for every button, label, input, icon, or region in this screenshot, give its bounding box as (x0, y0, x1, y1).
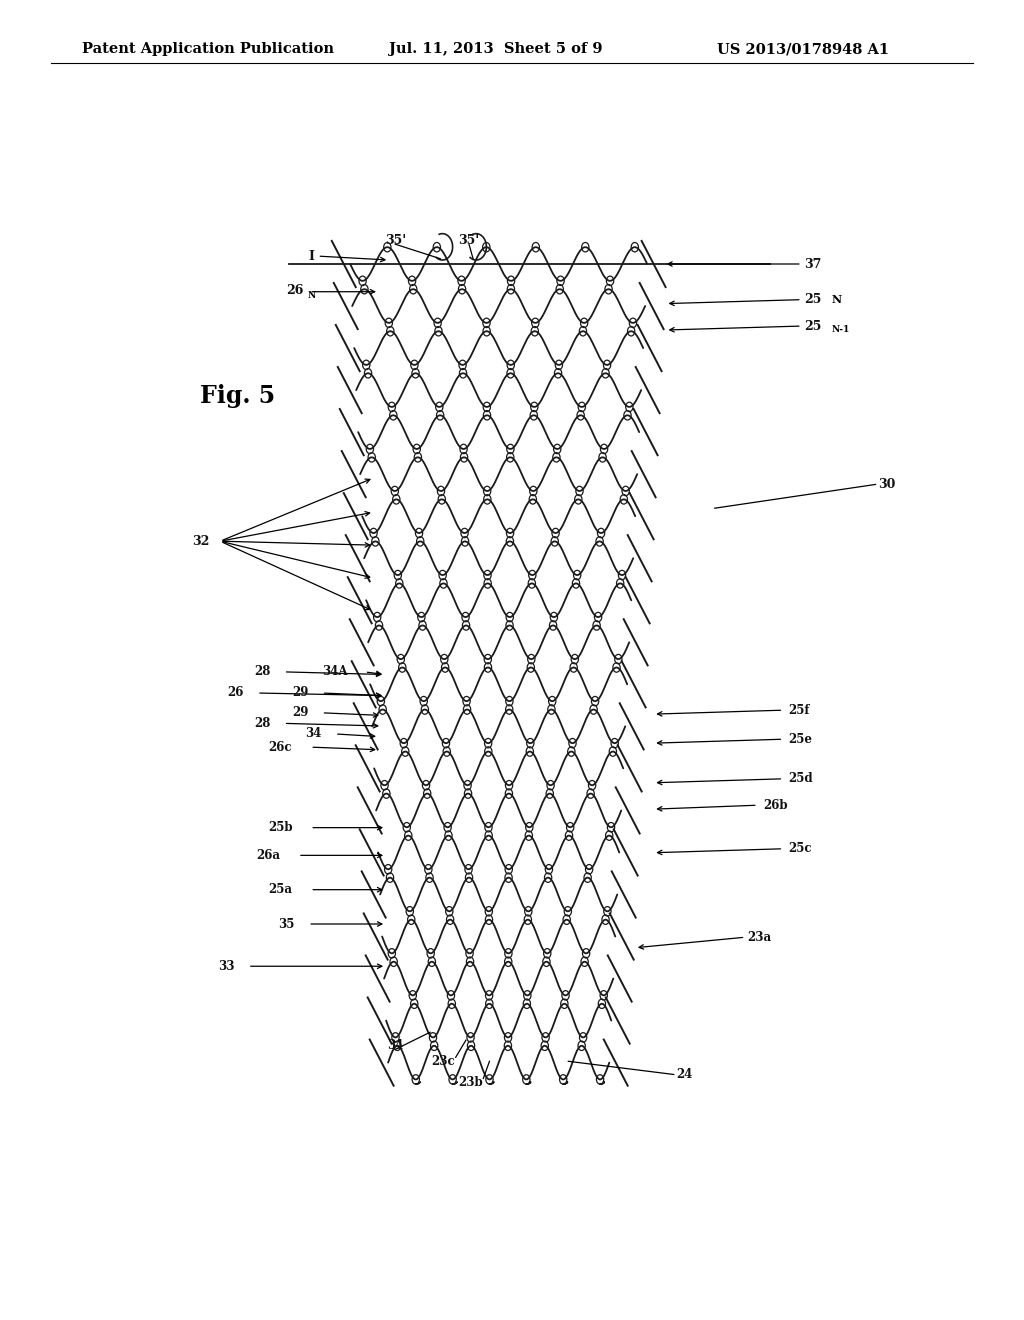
Text: 23c: 23c (431, 1055, 456, 1068)
Text: 34A: 34A (323, 665, 348, 678)
Text: 35: 35 (279, 917, 295, 931)
Text: 25a: 25a (268, 883, 292, 896)
Text: 37: 37 (804, 257, 821, 271)
Text: Fig. 5: Fig. 5 (200, 384, 274, 408)
Text: 26b: 26b (763, 799, 787, 812)
Text: 33: 33 (218, 960, 234, 973)
Text: Jul. 11, 2013  Sheet 5 of 9: Jul. 11, 2013 Sheet 5 of 9 (389, 42, 602, 57)
Text: 26: 26 (286, 284, 303, 297)
Text: 26: 26 (227, 686, 244, 700)
Text: 25f: 25f (788, 704, 810, 717)
Text: US 2013/0178948 A1: US 2013/0178948 A1 (717, 42, 889, 57)
Text: 30: 30 (879, 478, 896, 491)
Text: 35': 35' (459, 234, 479, 247)
Text: 29: 29 (292, 706, 308, 719)
Text: N: N (831, 294, 842, 305)
Text: 25: 25 (804, 293, 821, 306)
Text: I: I (308, 249, 314, 263)
Text: 23b: 23b (459, 1076, 483, 1089)
Text: 26a: 26a (256, 849, 280, 862)
Text: 34: 34 (305, 727, 322, 741)
Text: Patent Application Publication: Patent Application Publication (82, 42, 334, 57)
Text: 25d: 25d (788, 772, 813, 785)
Text: 29: 29 (292, 686, 308, 700)
Text: 28: 28 (254, 717, 270, 730)
Text: 23a: 23a (748, 931, 772, 944)
Text: 24: 24 (676, 1068, 692, 1081)
Text: 28: 28 (254, 665, 270, 678)
Text: N-1: N-1 (831, 326, 850, 334)
Text: 26c: 26c (268, 741, 292, 754)
Text: 34: 34 (387, 1039, 403, 1052)
Text: 25e: 25e (788, 733, 812, 746)
Text: 32: 32 (193, 535, 210, 548)
Text: 25c: 25c (788, 842, 812, 855)
Text: N: N (307, 292, 315, 300)
Text: 35': 35' (385, 234, 406, 247)
Text: 25: 25 (804, 319, 821, 333)
Text: 25b: 25b (268, 821, 293, 834)
